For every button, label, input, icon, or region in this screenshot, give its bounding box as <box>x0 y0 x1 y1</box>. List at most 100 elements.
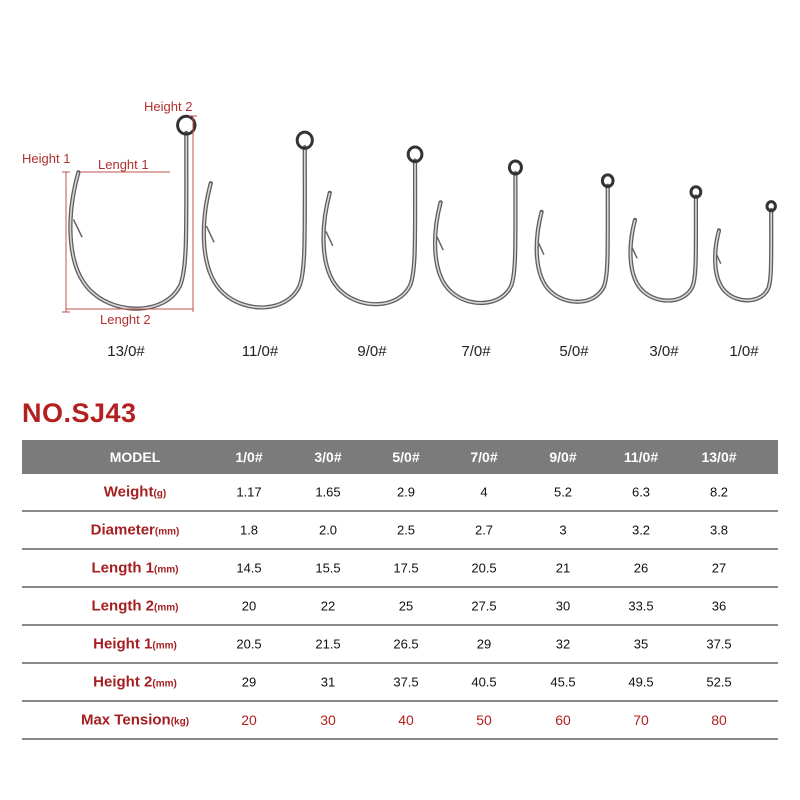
table-cell: 2.0 <box>318 522 338 538</box>
hook-size-label: 7/0# <box>461 343 491 360</box>
table-cell: 40.5 <box>471 674 497 690</box>
fish-hook-90 <box>323 147 421 304</box>
header-col: 9/0# <box>549 449 577 465</box>
table-cell: 29 <box>241 674 257 690</box>
table-cell: 1.65 <box>315 484 341 500</box>
dimension-lines <box>62 115 197 313</box>
row-label: Length 2(mm) <box>92 598 179 615</box>
hook-size-label: 1/0# <box>729 343 759 360</box>
header-col: 5/0# <box>392 449 420 465</box>
header-col: 11/0# <box>623 449 659 465</box>
table-cell: 4 <box>480 484 488 500</box>
row-unit: (g) <box>153 488 167 500</box>
length1-label: Lenght 1 <box>98 157 149 172</box>
row-unit: (mm) <box>152 640 177 652</box>
row-unit: (mm) <box>154 602 179 614</box>
row-label-text: Height 1 <box>93 635 153 653</box>
table-row: Height 2(mm) 29 31 37.5 40.5 45.5 49.5 52.5 <box>22 664 778 702</box>
table-cell: 40 <box>398 712 414 728</box>
row-label: Diameter(mm) <box>91 522 180 539</box>
table-cell: 32 <box>555 636 571 652</box>
fish-hook-130 <box>70 116 195 308</box>
row-label: Length 1(mm) <box>92 560 179 577</box>
table-cell: 37.5 <box>393 674 419 690</box>
table-cell: 8.2 <box>709 484 729 500</box>
table-cell: 27.5 <box>471 598 497 614</box>
table-cell: 27 <box>711 560 727 576</box>
fish-hook-10 <box>715 202 775 301</box>
hook-size-label: 3/0# <box>649 343 679 360</box>
table-row: Weight(g) 1.17 1.65 2.9 4 5.2 6.3 8.2 <box>22 474 778 512</box>
table-cell: 5.2 <box>553 484 573 500</box>
table-cell: 26 <box>633 560 649 576</box>
table-cell: 30 <box>555 598 571 614</box>
table-cell: 2.9 <box>396 484 416 500</box>
table-cell: 60 <box>555 712 571 728</box>
table-cell: 25 <box>398 598 414 614</box>
table-cell: 17.5 <box>393 560 419 576</box>
table-cell: 52.5 <box>706 674 732 690</box>
table-row: Length 1(mm) 14.5 15.5 17.5 20.5 21 26 27 <box>22 550 778 588</box>
row-label: Height 2(mm) <box>93 674 177 691</box>
model-title: NO.SJ43 <box>22 398 137 428</box>
row-label-text: Length 2 <box>91 597 155 615</box>
table-cell: 3.2 <box>631 522 651 538</box>
header-model: MODEL <box>109 449 161 465</box>
table-cell: 1.17 <box>236 484 262 500</box>
table-header: MODEL 1/0# 3/0# 5/0# 7/0# 9/0# 11/0# 13/… <box>22 440 778 474</box>
header-col: 7/0# <box>470 449 498 465</box>
table-cell: 2.7 <box>474 522 494 538</box>
row-label-text: Length 1 <box>91 559 155 577</box>
header-col: 1/0# <box>235 449 263 465</box>
row-label: Weight(g) <box>104 484 167 501</box>
row-unit: (mm) <box>152 678 177 690</box>
table-row: Length 2(mm) 20 22 25 27.5 30 33.5 36 <box>22 588 778 626</box>
table-cell: 21 <box>555 560 571 576</box>
table-row: Diameter(mm) 1.8 2.0 2.5 2.7 3 3.2 3.8 <box>22 512 778 550</box>
table-cell: 21.5 <box>315 636 341 652</box>
row-label: Max Tension(kg) <box>81 712 189 729</box>
row-label: Height 1(mm) <box>93 636 177 653</box>
hook-size-label: 9/0# <box>357 343 387 360</box>
table-cell: 37.5 <box>706 636 732 652</box>
table-row: Max Tension(kg) 20 30 40 50 60 70 80 <box>22 702 778 740</box>
table-cell: 50 <box>476 712 492 728</box>
table-cell: 80 <box>711 712 727 728</box>
row-label-text: Height 2 <box>93 673 153 691</box>
table-cell: 20.5 <box>236 636 262 652</box>
table-cell: 36 <box>711 598 727 614</box>
table-cell: 31 <box>320 674 336 690</box>
row-label-text: Weight <box>103 483 154 501</box>
table-cell: 45.5 <box>550 674 576 690</box>
length2-label: Lenght 2 <box>100 312 151 327</box>
hook-size-label: 5/0# <box>559 343 589 360</box>
table-cell: 1.8 <box>239 522 259 538</box>
table-cell: 14.5 <box>236 560 262 576</box>
table-cell: 20 <box>241 598 257 614</box>
table-cell: 33.5 <box>628 598 654 614</box>
table-cell: 2.5 <box>396 522 416 538</box>
table-cell: 15.5 <box>315 560 341 576</box>
table-cell: 6.3 <box>631 484 651 500</box>
row-label-text: Diameter <box>90 521 155 539</box>
hook-size-label: 11/0# <box>241 343 279 360</box>
fish-hook-50 <box>537 175 613 302</box>
fish-hook-30 <box>630 187 700 301</box>
row-unit: (kg) <box>170 716 190 728</box>
fish-hook-110 <box>204 132 312 307</box>
table-cell: 22 <box>320 598 336 614</box>
spec-table: MODEL 1/0# 3/0# 5/0# 7/0# 9/0# 11/0# 13/… <box>22 440 778 740</box>
table-cell: 3.8 <box>709 522 729 538</box>
height2-label: Height 2 <box>144 99 193 114</box>
table-cell: 49.5 <box>628 674 654 690</box>
row-label-text: Max Tension <box>80 711 171 729</box>
height1-label: Height 1 <box>22 151 71 166</box>
table-cell: 20.5 <box>471 560 497 576</box>
header-col: 13/0# <box>701 449 737 465</box>
table-cell: 20 <box>241 712 257 728</box>
header-col: 3/0# <box>314 449 342 465</box>
table-cell: 35 <box>633 636 649 652</box>
table-cell: 26.5 <box>393 636 419 652</box>
table-cell: 29 <box>476 636 492 652</box>
fish-hook-70 <box>435 161 521 303</box>
